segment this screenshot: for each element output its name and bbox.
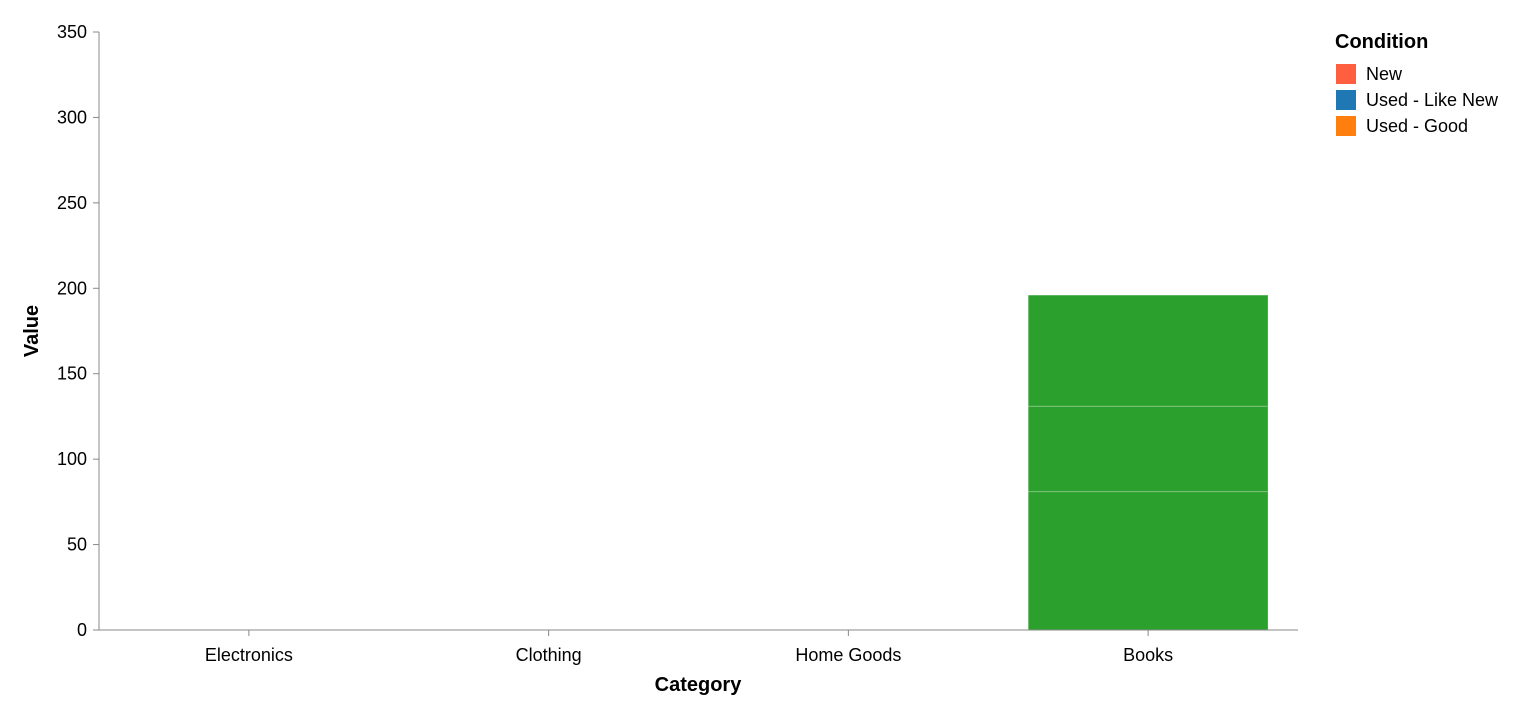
bar-books-used-good [1027,294,1269,407]
legend: Condition New Used - Like New Used - Good [1335,31,1499,136]
legend-swatch [1336,116,1356,136]
y-tick-label: 300 [57,107,87,127]
x-tick-label: Books [1123,645,1173,665]
y-tick-label: 350 [57,22,87,42]
x-tick-label: Electronics [205,645,293,665]
y-axis-title: Value [21,305,43,357]
bar-books-new [1027,491,1269,631]
legend-label: New [1366,64,1403,84]
y-tick-label: 250 [57,193,87,213]
plot-area [1027,294,1269,631]
y-tick-label: 150 [57,364,87,384]
x-tick-label: Clothing [516,645,582,665]
legend-swatch [1336,64,1356,84]
bar-books-used-like-new [1027,405,1269,493]
x-axis-title: Category [655,674,743,696]
legend-entries: New Used - Like New Used - Good [1336,64,1499,136]
y-tick-label: 0 [77,620,87,640]
legend-label: Used - Like New [1366,90,1499,110]
y-axis: 0 50 100 150 200 250 300 350 [57,22,100,640]
legend-swatch [1336,90,1356,110]
y-tick-label: 100 [57,449,87,469]
legend-label: Used - Good [1366,116,1468,136]
y-tick-label: 50 [67,535,87,555]
x-tick-label: Home Goods [795,645,901,665]
legend-title: Condition [1335,31,1428,53]
x-axis: Electronics Clothing Home Goods Books [99,629,1298,665]
y-tick-label: 200 [57,278,87,298]
